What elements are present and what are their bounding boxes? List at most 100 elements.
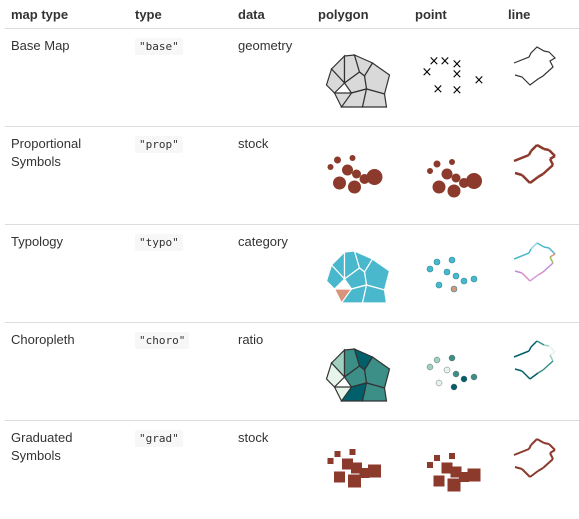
data-cell: ratio [232,322,312,421]
border-segment [528,444,532,450]
border-segment [513,448,530,456]
typo-point [426,265,434,273]
grad-symbol [342,458,353,470]
border-segment [530,144,538,152]
border-segment [542,458,554,469]
grad-symbol [334,451,341,457]
prop-symbol [459,178,469,188]
polygon-cell [312,126,409,225]
type-code: "choro" [135,332,190,349]
table-row: Base Map "base" geometry × × × × × × × × [5,28,579,127]
border-segment [529,470,539,478]
prop-symbol [451,173,461,183]
line-map-icon [513,438,556,478]
border-segment [514,466,523,470]
header-line: line [502,0,579,29]
choro-point [470,373,478,381]
cross-marker: × [452,67,463,82]
grad-symbol [459,472,469,482]
choro-point [435,379,443,387]
map-type-cell: Choropleth [5,322,129,421]
table-row: Typology "typo" category [5,224,579,323]
header-map-type: map type [5,0,129,29]
prop-symbol [466,173,482,189]
prop-symbol [349,155,356,161]
line-map-icon [513,242,556,282]
border-segment [548,149,556,157]
grad-symbol [327,458,334,464]
border-segment [537,369,544,374]
point-map-icon [427,159,482,198]
point-map-icon [426,354,478,391]
choro-point [450,383,458,391]
region-shape [343,71,368,94]
prop-symbol [366,169,383,185]
prop-symbol [327,164,334,170]
choro-point [460,375,468,383]
border-segment [543,147,550,152]
polygon-cell [312,224,409,323]
border-segment [536,242,545,248]
choro-point [452,370,460,378]
border-segment [542,262,554,273]
grad-symbol [441,462,453,474]
line-map-icon [513,143,556,184]
border-segment [549,354,554,362]
border-segment [537,172,544,179]
border-segment [530,242,538,250]
type-code: "grad" [135,430,183,447]
grad-symbol [427,462,433,468]
region-shape [361,284,388,304]
border-segment [527,150,533,156]
grad-symbol [334,471,345,483]
border-segment [521,468,531,478]
choro-point [443,366,451,374]
map-type-cell: Base Map [5,28,129,127]
border-segment [536,340,545,346]
prop-symbol [433,160,441,168]
typo-point [450,285,458,293]
prop-symbol [441,168,453,180]
border-segment [529,274,539,282]
type-cell: "typo" [129,224,232,323]
data-cell: category [232,224,312,323]
cross-marker: × [440,54,451,69]
border-segment [548,247,556,255]
type-cell: "grad" [129,421,232,519]
border-segment [548,345,556,353]
typo-point [460,277,468,285]
table-row: Choropleth "choro" ratio [5,322,579,421]
border-segment [536,438,545,444]
line-map-icon [513,46,556,86]
border-segment [530,438,538,446]
border-segment [549,449,556,454]
header-type: type [129,0,232,29]
prop-symbol [342,164,353,176]
point-cell [409,421,502,519]
type-code: "base" [135,38,183,55]
point-map-icon [427,453,481,492]
grad-symbol [351,462,362,474]
line-cell [502,28,579,127]
cross-marker: × [474,73,485,88]
point-cell [409,224,502,323]
border-segment [543,442,550,445]
polygon-map-icon [325,53,391,108]
border-segment [549,253,556,258]
border-segment [549,256,554,264]
region-shape [361,382,388,402]
typo-point [452,272,460,280]
header-polygon: polygon [312,0,409,29]
border-segment [542,164,554,175]
line-cell [502,126,579,225]
cross-marker: × [429,54,440,69]
border-segment [529,176,539,184]
type-code: "prop" [135,136,183,153]
point-cell: × × × × × × × × [409,28,502,127]
prop-symbol [334,156,341,164]
border-segment [542,360,554,371]
map-types-table: map type type data polygon point line Ba… [5,0,579,519]
header-point: point [409,0,502,29]
typo-point [433,258,441,266]
grad-symbol [450,466,462,478]
